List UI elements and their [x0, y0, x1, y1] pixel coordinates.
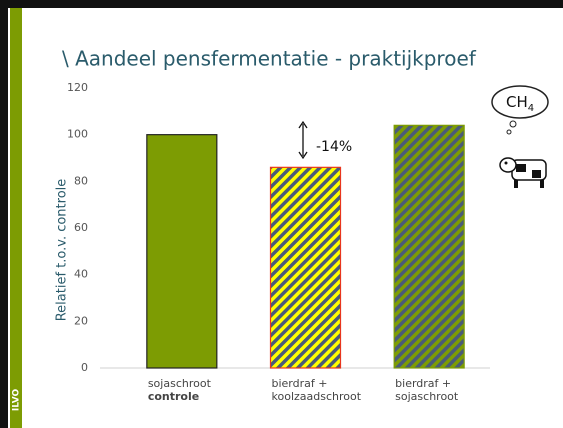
y-axis-label: Relatief t.o.v. controle — [55, 179, 70, 322]
y-tick-label: 80 — [74, 174, 88, 187]
y-tick-label: 60 — [74, 221, 88, 234]
bar — [269, 166, 342, 369]
x-tick-label: controle — [148, 390, 199, 403]
thought-bubble: CH4 — [491, 85, 549, 135]
bar — [146, 134, 218, 369]
chart-title: \ Aandeel pensfermentatie - praktijkproe… — [62, 47, 477, 71]
x-tick-label: bierdraf + — [272, 377, 328, 390]
logo: ILVO — [12, 389, 22, 412]
annotation: -14% — [316, 139, 352, 155]
x-tick-label: bierdraf + — [395, 377, 451, 390]
side-stripe — [10, 8, 22, 428]
x-tick-label: sojaschroot — [395, 390, 459, 403]
y-tick-label: 120 — [67, 81, 88, 94]
bar — [393, 124, 465, 369]
y-tick-label: 100 — [67, 128, 88, 141]
change-arrow — [298, 120, 308, 160]
y-tick-label: 40 — [74, 268, 88, 281]
y-tick-label: 0 — [81, 361, 88, 374]
bubble-text: CH4 — [506, 93, 534, 115]
y-tick-label: 20 — [74, 314, 88, 327]
x-tick-label: koolzaadschroot — [272, 390, 362, 403]
x-tick-label: sojaschroot — [148, 377, 212, 390]
cow-icon — [499, 157, 547, 188]
